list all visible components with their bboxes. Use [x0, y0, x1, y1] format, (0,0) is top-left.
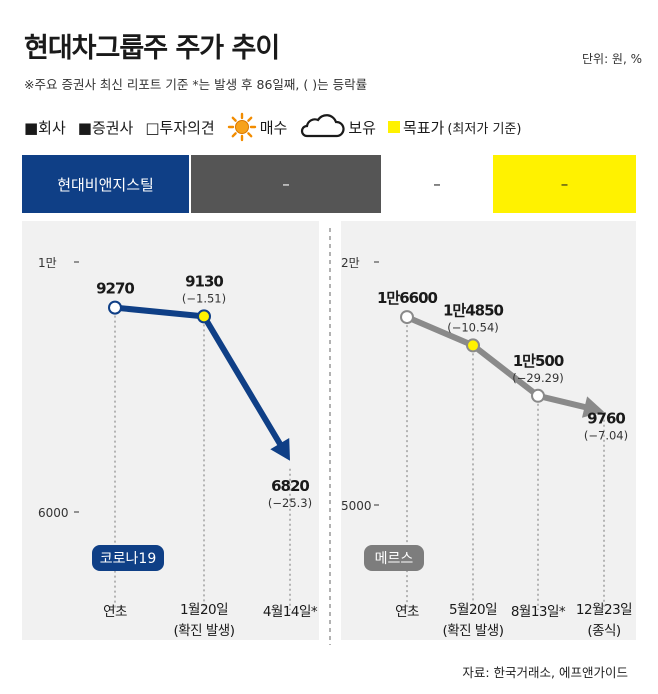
series-line	[405, 314, 590, 411]
band-broker: –	[191, 155, 381, 213]
x-axis-label: 1월20일	[180, 602, 228, 618]
y-tick-label: 2만	[341, 256, 360, 270]
change-label: (−29.29)	[512, 371, 564, 385]
data-point	[197, 309, 211, 324]
source-note: 자료: 한국거래소, 에프앤가이드	[462, 665, 628, 680]
x-axis-label: 4월14일*	[263, 604, 318, 620]
x-axis-label: (확진 발생)	[442, 623, 503, 639]
band-opinion: –	[383, 155, 491, 213]
event-badge-label: 코로나19	[100, 551, 156, 567]
change-label: (−10.54)	[447, 320, 499, 334]
data-point	[108, 300, 122, 315]
band-target: –	[493, 155, 636, 213]
arrow-head	[581, 396, 604, 418]
data-label: 1만4850	[443, 301, 504, 319]
target-swatch	[387, 121, 400, 133]
legend-company: ■회사	[24, 118, 66, 137]
legend-opinion: □투자의견	[145, 118, 215, 137]
data-label: 6820	[271, 477, 309, 495]
data-label: 1만6600	[377, 289, 438, 307]
x-axis-label: (확진 발생)	[173, 623, 234, 639]
legend-target-note: (최저가 기준)	[447, 121, 522, 137]
sun-icon	[227, 112, 256, 142]
x-axis-label: 연초	[395, 604, 419, 620]
data-point	[466, 338, 480, 353]
x-axis-label: 8월13일*	[511, 604, 566, 620]
arrow-head	[270, 437, 290, 461]
legend-buy: 매수	[227, 112, 288, 142]
data-point	[400, 310, 414, 325]
event-badge	[364, 545, 424, 571]
legend-broker: ■증권사	[77, 118, 134, 137]
footnote: ※주요 증권사 최신 리포트 기준 *는 발생 후 86일째, ( )는 등락률	[24, 77, 368, 92]
x-axis-label: 5월20일	[449, 602, 497, 618]
legend-buy-label: 매수	[259, 118, 288, 137]
legend: ■회사 ■증권사 □투자의견 매수 보유 목표가 (최저가 기준)	[24, 112, 521, 142]
y-tick-label: 6000	[38, 506, 69, 520]
x-axis-label: 연초	[103, 604, 127, 620]
data-label: 9270	[96, 280, 134, 298]
y-tick-label: 1만	[38, 256, 57, 270]
data-label: 1만500	[513, 352, 564, 370]
data-label: 9760	[587, 410, 625, 428]
change-label: (−7.04)	[584, 429, 628, 443]
chart-title: 현대차그룹주 주가 추이	[24, 33, 280, 64]
legend-target-label: 목표가	[402, 118, 445, 137]
change-label: (−1.51)	[182, 291, 226, 305]
change-label: (−25.3)	[268, 496, 312, 510]
legend-target: 목표가 (최저가 기준)	[387, 117, 522, 138]
data-point	[531, 388, 545, 403]
x-axis-label: (종식)	[587, 623, 621, 639]
legend-hold: 보유	[299, 114, 376, 140]
x-axis-label: 12월23일	[576, 602, 632, 618]
event-badge	[92, 545, 164, 571]
series-line	[114, 304, 285, 449]
legend-hold-label: 보유	[348, 118, 376, 137]
cloud-icon	[301, 114, 345, 138]
data-label: 9130	[185, 272, 223, 290]
band-company: 현대비앤지스틸	[22, 155, 189, 213]
y-tick-label: 5000	[341, 499, 372, 513]
event-badge-label: 메르스	[375, 551, 414, 567]
unit-label: 단위: 원, %	[581, 52, 642, 66]
